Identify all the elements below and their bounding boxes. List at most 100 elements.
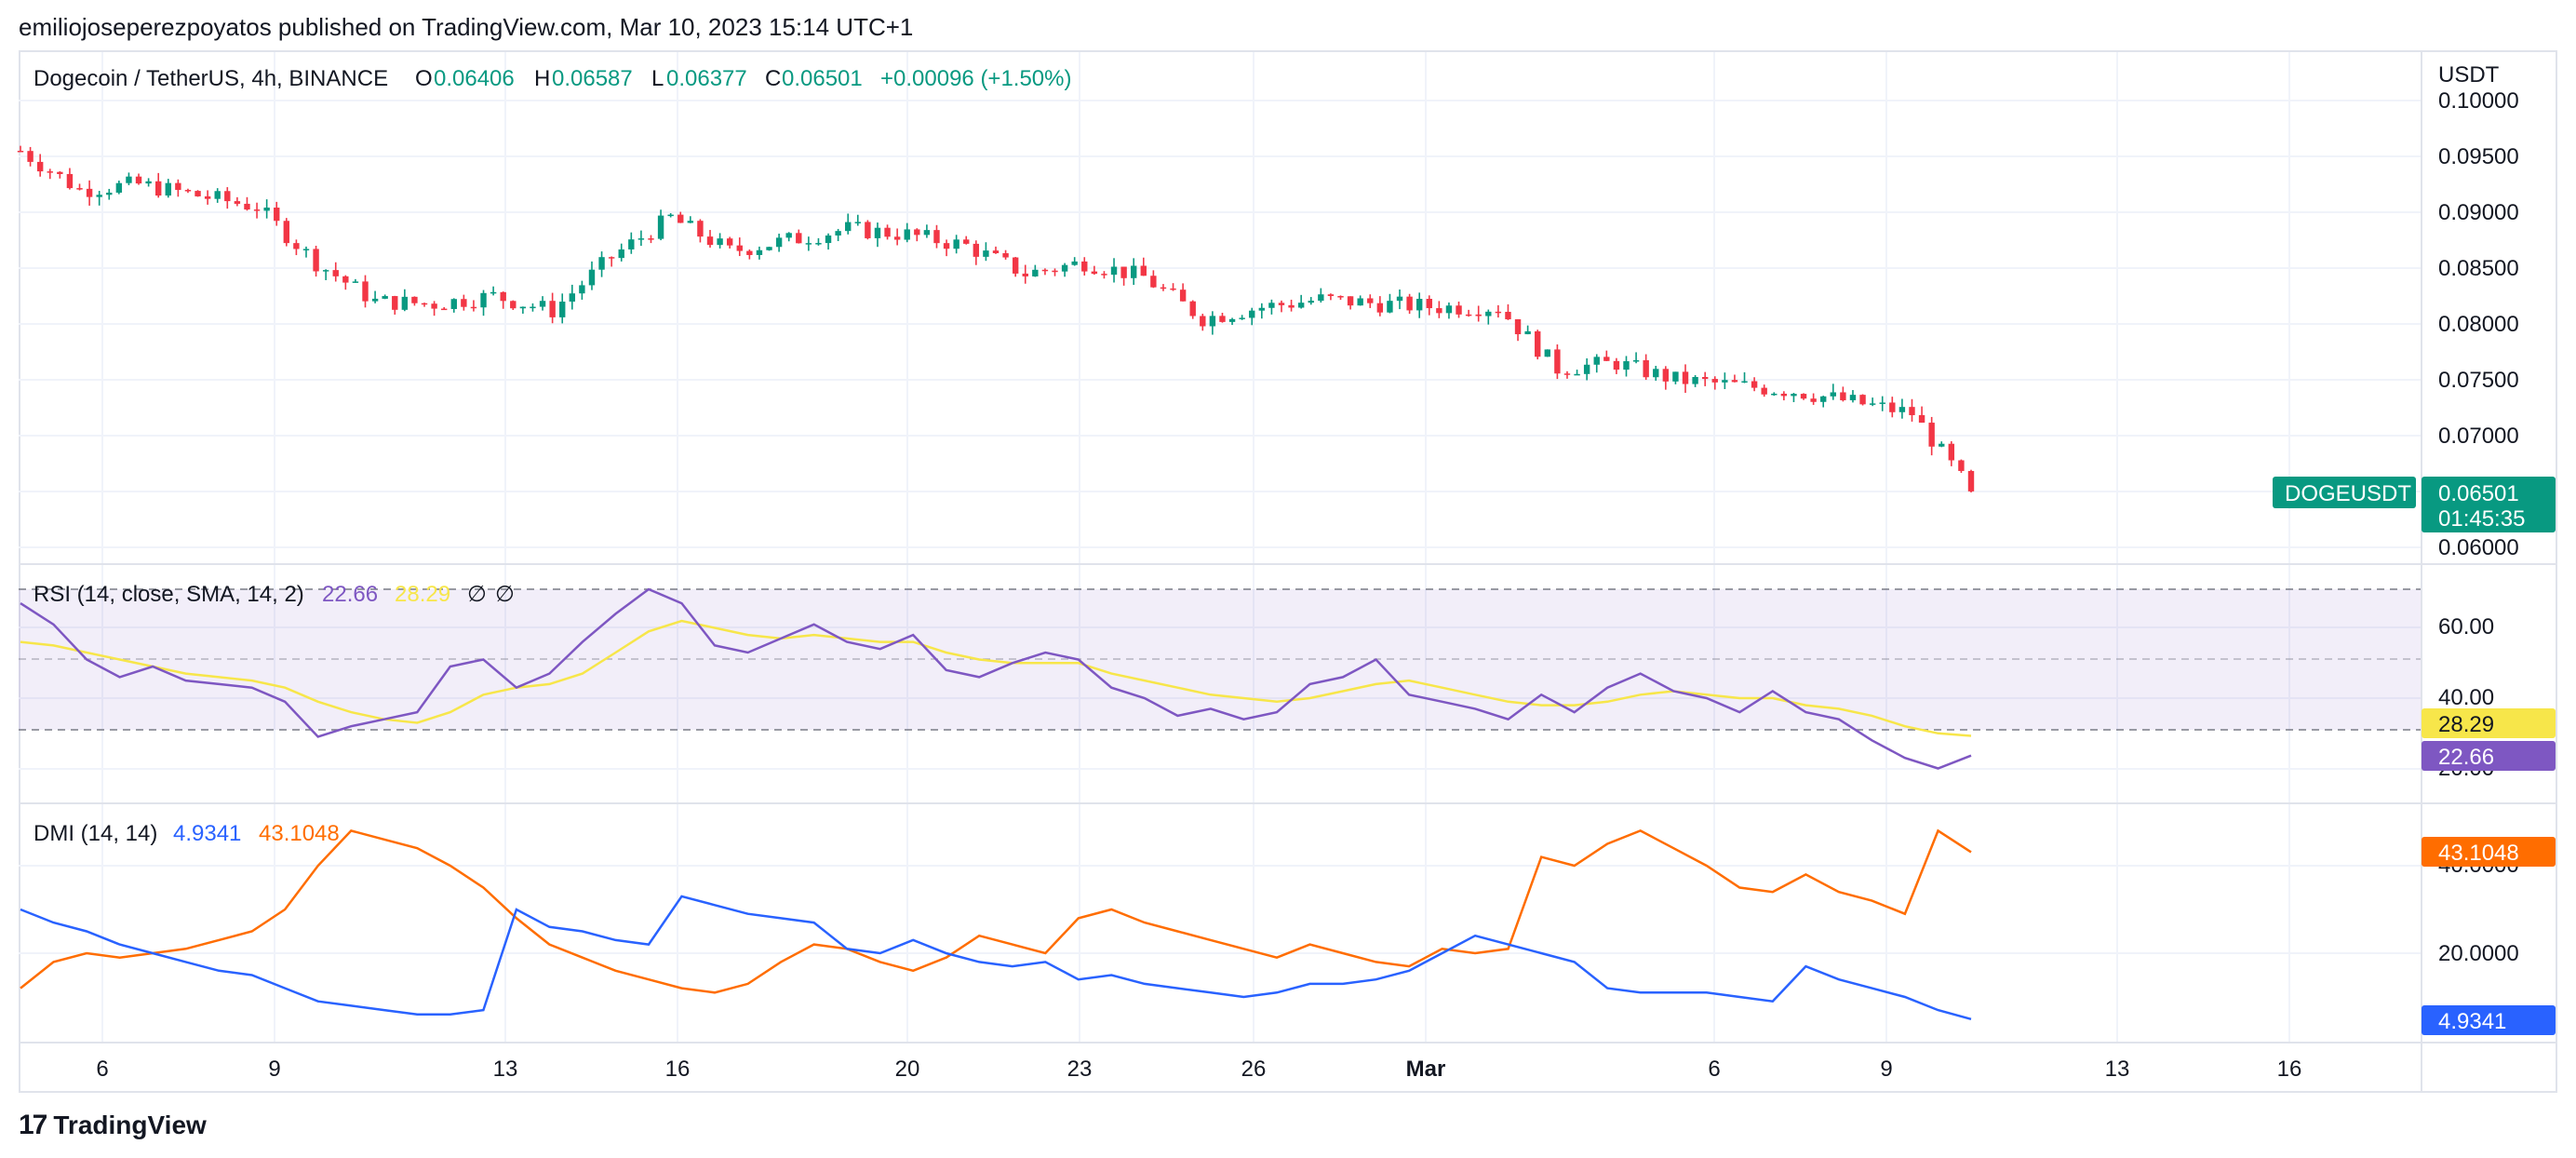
candle-body	[687, 221, 694, 223]
price-axis-ticks[interactable]: 0.10000 0.09500 0.09000 0.08500 0.08000 0.075…	[2438, 88, 2519, 560]
candle-body	[1376, 303, 1384, 313]
candle-body	[1052, 270, 1058, 273]
candle-body	[530, 306, 536, 309]
candle-body	[1239, 317, 1245, 319]
candle-body	[973, 243, 980, 257]
grid-lines	[19, 52, 2422, 1043]
candle-body	[1278, 303, 1285, 305]
candle-body	[1761, 387, 1767, 395]
candle-body	[1722, 380, 1728, 383]
time-axis-tick: 16	[2277, 1057, 2302, 1082]
candle-body	[1632, 360, 1640, 362]
candle-body	[500, 291, 506, 302]
dmi-plus-badge-bg	[2422, 1005, 2556, 1035]
candle-body	[1396, 296, 1403, 302]
candle-body	[1297, 303, 1305, 308]
rsi-sma-line	[20, 619, 1972, 737]
candle-body	[401, 296, 409, 310]
candle-body	[697, 221, 704, 237]
tradingview-logo[interactable]: 17 TradingView	[19, 1110, 207, 1141]
candle-body	[1662, 369, 1670, 382]
rsi-legend-sma-value: 28.29	[395, 582, 450, 607]
price-axis-tick: 0.07000	[2438, 424, 2519, 449]
publisher-line: emiliojoseperezpoyatos published on Trad…	[19, 13, 914, 41]
candle-body	[766, 247, 772, 250]
ohlc-high-label: H	[534, 66, 550, 91]
candle-body	[1889, 402, 1896, 412]
candle-body	[904, 229, 910, 240]
time-axis-tick: 6	[96, 1057, 108, 1082]
candle-body	[1268, 303, 1275, 308]
dmi-legend-title[interactable]: DMI (14, 14)	[34, 821, 157, 846]
candle-body	[835, 231, 841, 236]
candle-body	[1415, 299, 1423, 311]
candle-body	[1583, 364, 1590, 374]
candle-body	[1357, 298, 1363, 306]
rsi-legend-extra-2: ∅	[495, 582, 515, 607]
candle-body	[1820, 396, 1827, 402]
candle-body	[1071, 261, 1078, 265]
time-axis-ticks[interactable]: 6 9 13 16 20 23 26 Mar 6 9 13 16	[96, 1057, 2301, 1082]
ohlc-change-value: +0.00096 (+1.50%)	[880, 66, 1072, 91]
candle-body	[1593, 357, 1600, 365]
candle-body	[371, 298, 379, 302]
candle-body	[1791, 394, 1797, 397]
candle-body	[27, 151, 34, 162]
time-axis-tick: 13	[493, 1057, 518, 1082]
candle-body	[214, 191, 221, 199]
candle-body	[1800, 394, 1807, 399]
candle-body	[1939, 443, 1945, 447]
candle-body	[785, 233, 792, 238]
bar-countdown: 01:45:35	[2438, 506, 2525, 532]
candle-body	[667, 214, 674, 217]
candle-body	[1456, 305, 1462, 315]
candle-body	[1347, 296, 1354, 306]
candle-body	[953, 239, 959, 249]
candle-body	[1367, 298, 1374, 303]
ohlc-open-value: 0.06406	[434, 66, 515, 91]
time-axis-tick: 23	[1067, 1057, 1093, 1082]
tradingview-logo-icon: 17	[19, 1110, 47, 1140]
time-axis-tick: 9	[268, 1057, 280, 1082]
candle-body	[342, 276, 349, 283]
candle-body	[1909, 407, 1915, 415]
time-axis-tick: 20	[895, 1057, 920, 1082]
dmi-plus-badge: 4.9341	[2438, 1009, 2506, 1034]
candle-body	[1701, 377, 1709, 380]
dmi-legend-plus: 4.9341	[173, 821, 241, 846]
candle-body	[195, 191, 201, 196]
time-axis-tick: 26	[1241, 1057, 1267, 1082]
rsi-value-badge-bg	[2422, 741, 2556, 771]
candle-body	[1002, 253, 1009, 258]
rsi-legend-title[interactable]: RSI (14, close, SMA, 14, 2)	[34, 582, 304, 607]
candle-body	[1150, 276, 1157, 288]
candle-body	[657, 215, 664, 239]
symbol-tag-bg	[2273, 477, 2416, 508]
candle-body	[145, 181, 152, 184]
candle-body	[1869, 403, 1876, 405]
symbol-title[interactable]: Dogecoin / TetherUS, 4h, BINANCE	[34, 66, 388, 91]
candle-body	[1406, 296, 1413, 311]
candle-body	[96, 195, 102, 197]
candle-body	[253, 209, 261, 211]
candle-body	[1120, 266, 1127, 278]
candle-body	[1258, 307, 1266, 311]
candle-body	[579, 285, 585, 294]
candle-body	[1465, 314, 1472, 316]
candle-body	[1603, 357, 1610, 361]
dmi-axis-tick: 20.0000	[2438, 941, 2519, 966]
ohlc-close-value: 0.06501	[782, 66, 863, 91]
candle-body	[884, 227, 891, 237]
candle-body	[204, 195, 211, 199]
candle-body	[923, 230, 931, 236]
time-axis-tick: 16	[665, 1057, 691, 1082]
candle-body	[362, 281, 369, 302]
candle-body	[726, 238, 733, 246]
ohlc-open-label: O	[415, 66, 433, 91]
candle-body	[1643, 360, 1649, 378]
price-axis-currency: USDT	[2438, 62, 2500, 88]
ohlc-close-label: C	[765, 66, 781, 91]
candle-body	[1918, 414, 1925, 424]
candle-body	[628, 239, 635, 249]
